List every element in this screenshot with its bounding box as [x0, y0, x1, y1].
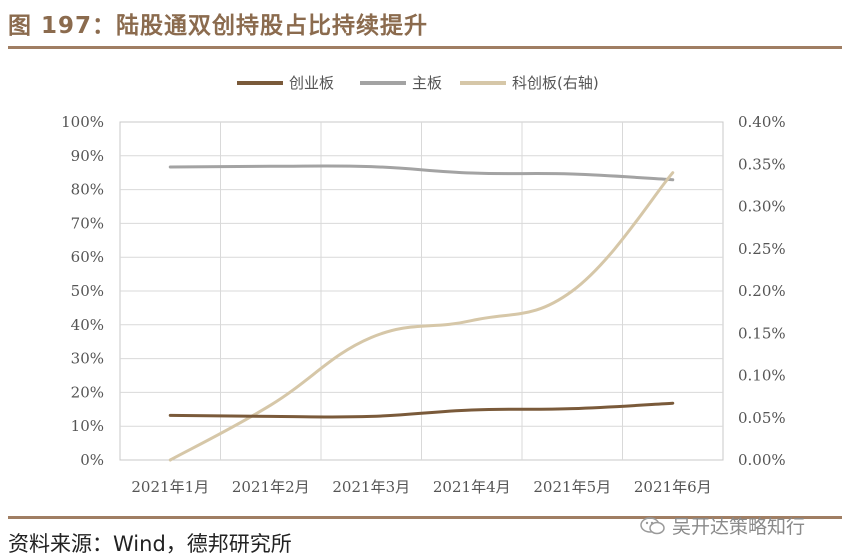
x-tick-label: 2021年2月 [232, 478, 310, 496]
legend-label: 科创板(右轴) [512, 74, 599, 92]
right-tick-label: 0.05% [738, 409, 786, 427]
footer-divider [8, 516, 842, 519]
watermark: 吴开达策略知行 [640, 512, 805, 539]
left-tick-label: 30% [71, 350, 104, 368]
left-tick-label: 100% [61, 113, 104, 131]
series-main-board-line [168, 164, 675, 182]
right-tick-label: 0.00% [738, 451, 786, 469]
right-tick-label: 0.10% [738, 367, 786, 385]
left-tick-label: 80% [71, 181, 104, 199]
left-tick-label: 20% [71, 383, 104, 401]
right-tick-label: 0.40% [738, 113, 786, 131]
right-axis: 0.00% 0.05% 0.10% 0.15% 0.20% 0.25% 0.30% 0.35%… [738, 113, 786, 469]
right-tick-label: 0.30% [738, 198, 786, 216]
x-tick-label: 2021年6月 [634, 478, 712, 496]
wechat-icon [640, 516, 665, 534]
left-tick-label: 40% [71, 316, 104, 334]
grid-lines [120, 122, 723, 460]
left-tick-label: 90% [71, 147, 104, 165]
series-layer [168, 164, 675, 462]
left-tick-label: 70% [71, 214, 104, 232]
watermark-text: 吴开达策略知行 [672, 516, 806, 538]
right-tick-label: 0.20% [738, 282, 786, 300]
legend-label: 主板 [412, 74, 442, 92]
title-divider [8, 46, 842, 49]
right-tick-label: 0.35% [738, 155, 786, 173]
chart-title: 图 197：陆股通双创持股占比持续提升 [8, 13, 429, 39]
x-tick-label: 2021年1月 [131, 478, 209, 496]
left-axis: 0% 10% 20% 30% 40% 50% 60% 70% 80% 90% 100% [61, 113, 104, 469]
legend-label: 创业板 [289, 74, 334, 92]
left-tick-label: 50% [71, 282, 104, 300]
series-star-market-line [168, 171, 675, 462]
left-tick-label: 60% [71, 248, 104, 266]
series-chinext-line [168, 401, 675, 419]
left-tick-label: 0% [80, 451, 104, 469]
line-chart: 创业板 主板 科创板(右轴) 0% 10% 20% 30% 40% 50% 60% 70% 80% 9… [61, 74, 786, 496]
x-axis: 2021年1月 2021年2月 2021年3月 2021年4月 2021年5月 2021年… [131, 478, 711, 496]
right-tick-label: 0.25% [738, 240, 786, 258]
x-tick-label: 2021年5月 [533, 478, 611, 496]
x-tick-label: 2021年3月 [332, 478, 410, 496]
source-note: 资料来源：Wind，德邦研究所 [8, 532, 292, 556]
left-tick-label: 10% [71, 417, 104, 435]
right-tick-label: 0.15% [738, 324, 786, 342]
x-tick-label: 2021年4月 [433, 478, 511, 496]
legend: 创业板 主板 科创板(右轴) [237, 74, 599, 92]
